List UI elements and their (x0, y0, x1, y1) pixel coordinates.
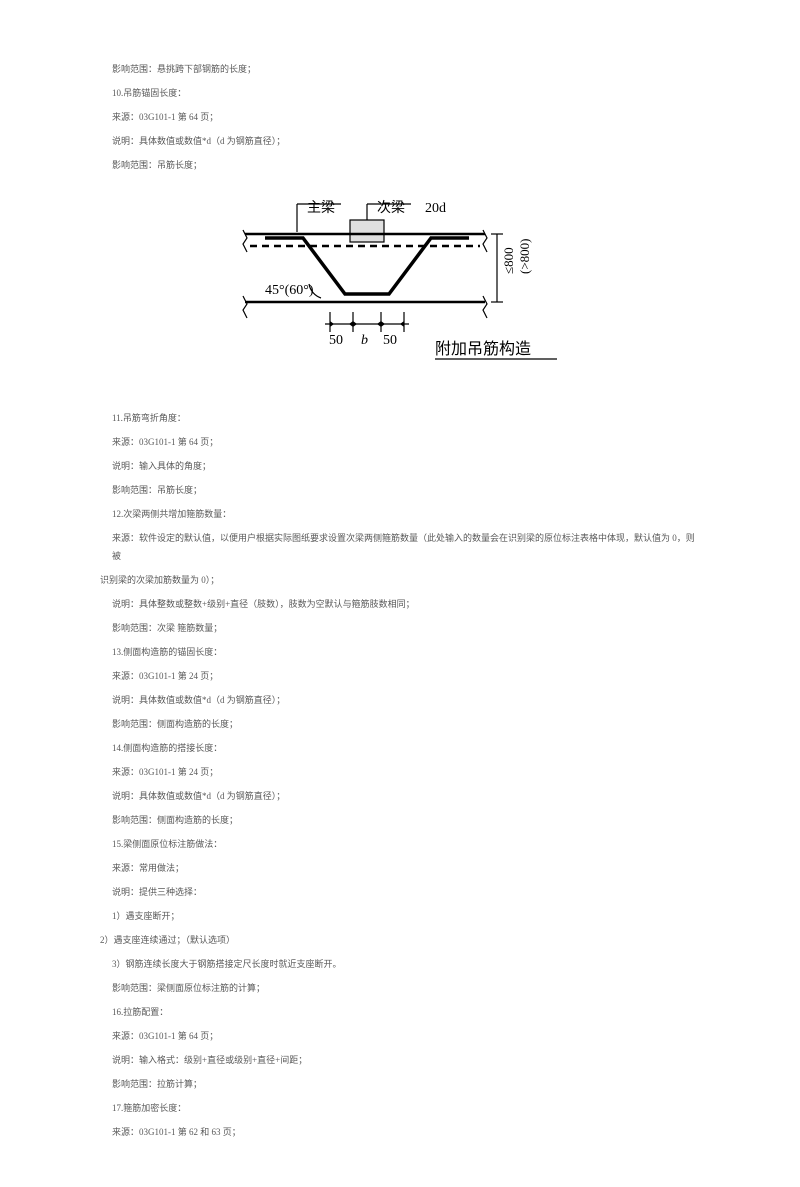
arrow-4 (377, 321, 381, 327)
text-line: 影响范围：吊筋长度； (100, 481, 700, 499)
arrow-6 (400, 321, 404, 327)
diagram-caption: 附加吊筋构造 (435, 340, 531, 358)
text-line: 来源：03G101-1 第 64 页； (100, 1027, 700, 1045)
text-line: 识别梁的次梁加筋数量为 0）； (100, 571, 700, 589)
label-main-beam: 主梁 (307, 200, 335, 216)
text-line: 影响范围：次梁 箍筋数量； (100, 619, 700, 637)
text-line: 说明：提供三种选择： (100, 883, 700, 901)
text-line: 15.梁侧面原位标注筋做法： (100, 835, 700, 853)
label-dim-mid: b (361, 333, 368, 348)
text-line: 说明：输入格式：级别+直径或级别+直径+间距； (100, 1051, 700, 1069)
label-secondary-beam: 次梁 (377, 200, 405, 216)
text-line: 影响范围：梁侧面原位标注筋的计算； (100, 979, 700, 997)
text-line: 13.侧面构造筋的锚固长度： (100, 643, 700, 661)
text-line: 来源：03G101-1 第 24 页； (100, 667, 700, 685)
text-line: 影响范围：吊筋长度； (100, 156, 700, 174)
text-line: 说明：具体数值或数值*d（d 为钢筋直径）； (100, 787, 700, 805)
text-line: 影响范围：侧面构造筋的长度； (100, 811, 700, 829)
text-line: 来源：常用做法； (100, 859, 700, 877)
label-height-lower: (>800) (517, 239, 532, 275)
secondary-beam-rect (350, 220, 384, 242)
label-angle: 45°(60°) (265, 283, 314, 298)
label-height-upper: ≤800 (501, 247, 516, 274)
text-line: 说明：具体数值或数值*d（d 为钢筋直径）； (100, 691, 700, 709)
text-line: 影响范围：悬挑跨下部钢筋的长度； (100, 60, 700, 78)
diagram-container: 主梁 次梁 20d 45°(60°) 50 b 50 ≤800 (>800) 附… (100, 194, 700, 379)
text-line: 2）遇支座连续通过；（默认选项） (100, 931, 700, 949)
text-line: 来源：03G101-1 第 24 页； (100, 763, 700, 781)
text-line: 影响范围：拉筋计算； (100, 1075, 700, 1093)
stirrup-diagram: 主梁 次梁 20d 45°(60°) 50 b 50 ≤800 (>800) 附… (235, 194, 565, 374)
break-left-bot (243, 296, 247, 318)
arrow-5 (381, 321, 385, 327)
text-line: 来源：03G101-1 第 62 和 63 页； (100, 1123, 700, 1141)
text-line: 来源：软件设定的默认值，以便用户根据实际图纸要求设置次梁两侧箍筋数量（此处输入的… (100, 529, 700, 565)
text-line: 3）钢筋连续长度大于钢筋搭接定尺长度时就近支座断开。 (100, 955, 700, 973)
text-line: 12.次梁两侧共增加箍筋数量： (100, 505, 700, 523)
text-line: 10.吊筋锚固长度： (100, 84, 700, 102)
text-line: 说明：具体整数或整数+级别+直径（肢数），肢数为空默认与箍筋肢数相同； (100, 595, 700, 613)
arrow-2 (349, 321, 353, 327)
text-line: 影响范围：侧面构造筋的长度； (100, 715, 700, 733)
arrow-1 (330, 321, 334, 327)
text-line: 来源：03G101-1 第 64 页； (100, 433, 700, 451)
label-anchor-length: 20d (425, 201, 446, 216)
text-line: 来源：03G101-1 第 64 页； (100, 108, 700, 126)
text-line: 11.吊筋弯折角度： (100, 409, 700, 427)
text-line: 16.拉筋配置： (100, 1003, 700, 1021)
break-right-bot (483, 296, 487, 318)
text-line: 17.箍筋加密长度： (100, 1099, 700, 1117)
label-dim-right: 50 (383, 333, 397, 348)
text-line: 14.侧面构造筋的搭接长度： (100, 739, 700, 757)
text-line: 1）遇支座断开； (100, 907, 700, 925)
text-line: 说明：具体数值或数值*d（d 为钢筋直径）； (100, 132, 700, 150)
diagram-svg: 主梁 次梁 20d 45°(60°) 50 b 50 ≤800 (>800) 附… (235, 194, 565, 374)
label-dim-left: 50 (329, 333, 343, 348)
text-line: 说明：输入具体的角度； (100, 457, 700, 475)
arrow-3 (353, 321, 357, 327)
